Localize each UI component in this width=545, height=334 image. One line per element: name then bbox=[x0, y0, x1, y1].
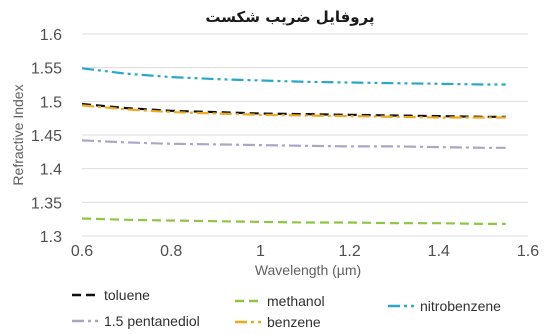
legend-label: nitrobenzene bbox=[420, 298, 501, 314]
x-tick-label: 1.4 bbox=[428, 243, 450, 260]
y-tick-label: 1.5 bbox=[40, 94, 62, 111]
x-tick-label: 1 bbox=[256, 243, 265, 260]
y-axis-label: Refractive Index bbox=[10, 84, 26, 185]
x-tick-label: 1.2 bbox=[338, 243, 360, 260]
y-axis-ticks: 1.3 1.35 1.4 1.45 1.5 1.55 1.6 bbox=[31, 27, 62, 246]
x-axis-ticks: 0.6 0.8 1 1.2 1.4 1.6 bbox=[71, 243, 539, 260]
series-line-benzene bbox=[81, 104, 506, 119]
series-line-toluene bbox=[81, 102, 506, 118]
legend-label: 1.5 pentanediol bbox=[104, 313, 200, 329]
legend-label: methanol bbox=[267, 293, 325, 309]
chart-title: پروفایل ضریب شکست bbox=[205, 8, 374, 27]
x-tick-label: 0.6 bbox=[71, 243, 93, 260]
plot-area bbox=[81, 67, 506, 225]
gridlines bbox=[82, 33, 528, 237]
y-tick-label: 1.55 bbox=[31, 61, 62, 78]
legend-label: toluene bbox=[104, 287, 150, 303]
legend-label: benzene bbox=[267, 314, 321, 330]
series-line-1-5-pentanediol bbox=[81, 139, 506, 149]
y-tick-label: 1.4 bbox=[40, 162, 62, 179]
x-tick-label: 0.8 bbox=[160, 243, 182, 260]
x-axis-label: Wavelength (µm) bbox=[255, 262, 361, 278]
y-tick-label: 1.6 bbox=[40, 27, 62, 44]
series-line-methanol bbox=[81, 217, 506, 225]
y-tick-label: 1.35 bbox=[31, 195, 62, 212]
y-tick-label: 1.45 bbox=[31, 128, 62, 145]
legend: toluene methanol nitrobenzene 1.5 pentanedi… bbox=[72, 287, 501, 330]
y-tick-label: 1.3 bbox=[40, 229, 62, 246]
x-tick-label: 1.6 bbox=[517, 243, 539, 260]
